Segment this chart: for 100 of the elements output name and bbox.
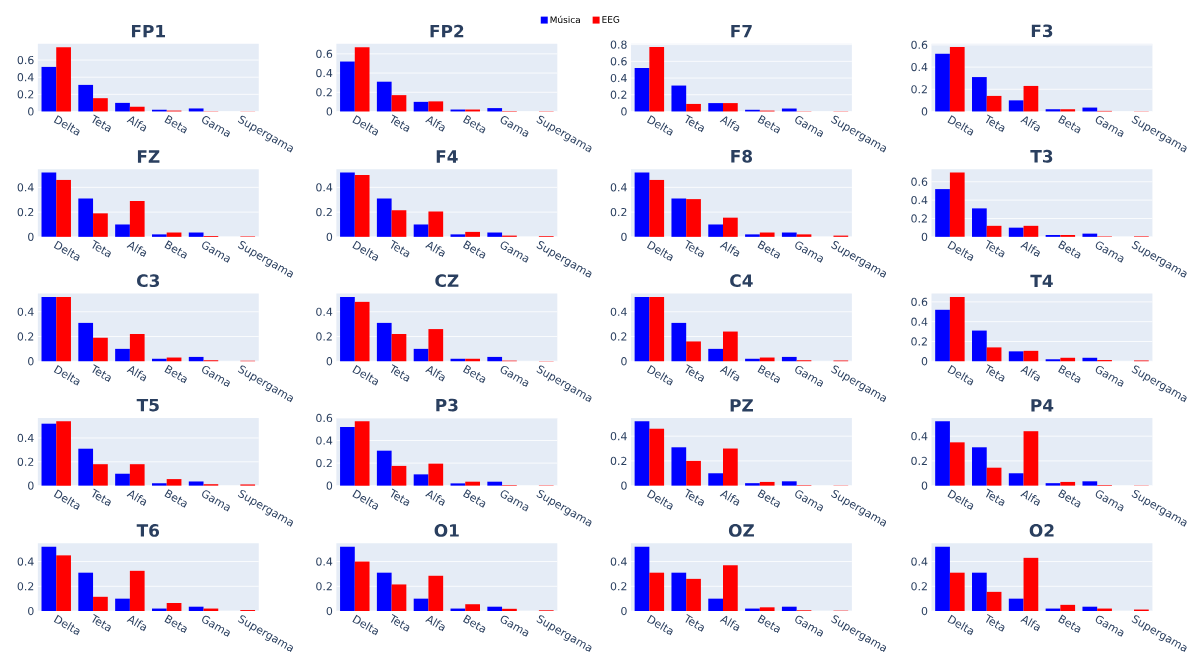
y-tick-label: 0.6 (316, 49, 333, 58)
bar (502, 608, 517, 611)
chart-title: F7 (731, 24, 752, 38)
bar (634, 546, 650, 611)
bar (450, 234, 466, 237)
x-tick-label: Teta (685, 239, 704, 258)
y-tick-label: 0.2 (610, 90, 627, 99)
bar (391, 465, 407, 486)
chart-title: FP2 (430, 24, 464, 38)
bar (708, 224, 723, 237)
x-tick-label: Alfa (425, 615, 445, 632)
y-tick-label: 0.4 (316, 68, 333, 78)
y-tick-label: 0.4 (610, 557, 627, 566)
y-tick-label: 0.2 (17, 90, 34, 99)
bar (151, 234, 167, 237)
bar (340, 172, 355, 237)
bar (413, 348, 429, 362)
bar (671, 447, 687, 486)
bar (56, 179, 71, 237)
bar (649, 47, 665, 112)
bar (634, 421, 650, 486)
bar (972, 330, 987, 362)
x-tick-label: Beta (757, 364, 780, 384)
bar (56, 421, 71, 486)
y-tick-label: 0.2 (911, 85, 927, 94)
bar (151, 483, 167, 486)
bar (354, 47, 370, 112)
bar (708, 598, 723, 611)
x-tick-label: Beta (1058, 114, 1081, 134)
x-tick-label: Teta (685, 613, 704, 632)
x-tick-label: Teta (685, 364, 704, 382)
bar (413, 474, 429, 486)
y-tick-label: 0.6 (316, 413, 333, 423)
y-tick-label: 0 (28, 357, 34, 366)
x-tick-label: Alfa (126, 241, 147, 257)
x-tick-label: Teta (92, 613, 111, 632)
bar (1023, 85, 1039, 112)
bar (1045, 483, 1061, 486)
x-tick-label: Alfa (719, 116, 740, 132)
bar (972, 208, 987, 237)
y-tick-label: 0.2 (610, 582, 627, 591)
x-tick-label: Alfa (1020, 615, 1040, 632)
y-tick-label: 0 (921, 357, 928, 366)
x-tick-label: Alfa (126, 615, 147, 632)
bar (759, 232, 775, 237)
bar (391, 333, 407, 362)
bar (649, 428, 665, 486)
bar (391, 584, 407, 611)
bar (986, 225, 1002, 237)
bar (340, 546, 355, 611)
bar (949, 172, 965, 237)
y-tick-label: 0 (28, 481, 34, 490)
bar (41, 66, 57, 112)
x-tick-label: Teta (985, 239, 1005, 258)
y-tick-label: 0.2 (911, 582, 927, 591)
bar (354, 301, 370, 362)
x-tick-label: Beta (463, 364, 486, 384)
bar (376, 198, 392, 237)
y-tick-label: 0.4 (610, 431, 627, 441)
bar (686, 460, 701, 486)
y-tick-label: 0.4 (911, 195, 928, 205)
chart-title: T6 (136, 523, 160, 537)
bar (671, 322, 687, 362)
chart-title: C3 (137, 274, 160, 287)
bar (986, 95, 1002, 112)
y-tick-label: 0.4 (17, 557, 34, 566)
x-tick-label: Teta (92, 364, 111, 382)
y-tick-label: 0.2 (610, 207, 627, 217)
bar (93, 596, 108, 611)
bar (354, 174, 370, 237)
y-tick-label: 0 (621, 232, 627, 241)
bar (376, 572, 392, 611)
chart-title: P4 (1031, 399, 1054, 412)
y-tick-label: 0.2 (316, 88, 332, 97)
bar (708, 103, 723, 112)
x-tick-label: Alfa (425, 116, 445, 132)
bar (1023, 557, 1039, 611)
y-tick-label: 0.4 (316, 557, 333, 566)
bar (56, 555, 71, 611)
bar (115, 473, 130, 486)
y-tick-label: 0.4 (316, 307, 333, 316)
legend-label: EEG (602, 15, 620, 23)
bar (723, 103, 738, 112)
chart-title: T3 (1030, 149, 1053, 163)
bar (188, 356, 204, 362)
bar (686, 578, 701, 611)
bar (450, 483, 466, 486)
x-tick-label: Alfa (1020, 490, 1040, 506)
y-tick-label: 0.4 (911, 557, 928, 566)
bar (428, 328, 444, 362)
y-tick-label: 0.2 (911, 456, 927, 465)
chart-title: OZ (728, 523, 754, 537)
bar (354, 561, 370, 611)
bar (41, 296, 57, 362)
bar (1060, 604, 1076, 611)
chart-title: T5 (136, 398, 159, 412)
y-tick-label: 0 (921, 606, 928, 616)
bar (686, 199, 701, 237)
bar (56, 47, 71, 112)
bar (115, 348, 130, 362)
